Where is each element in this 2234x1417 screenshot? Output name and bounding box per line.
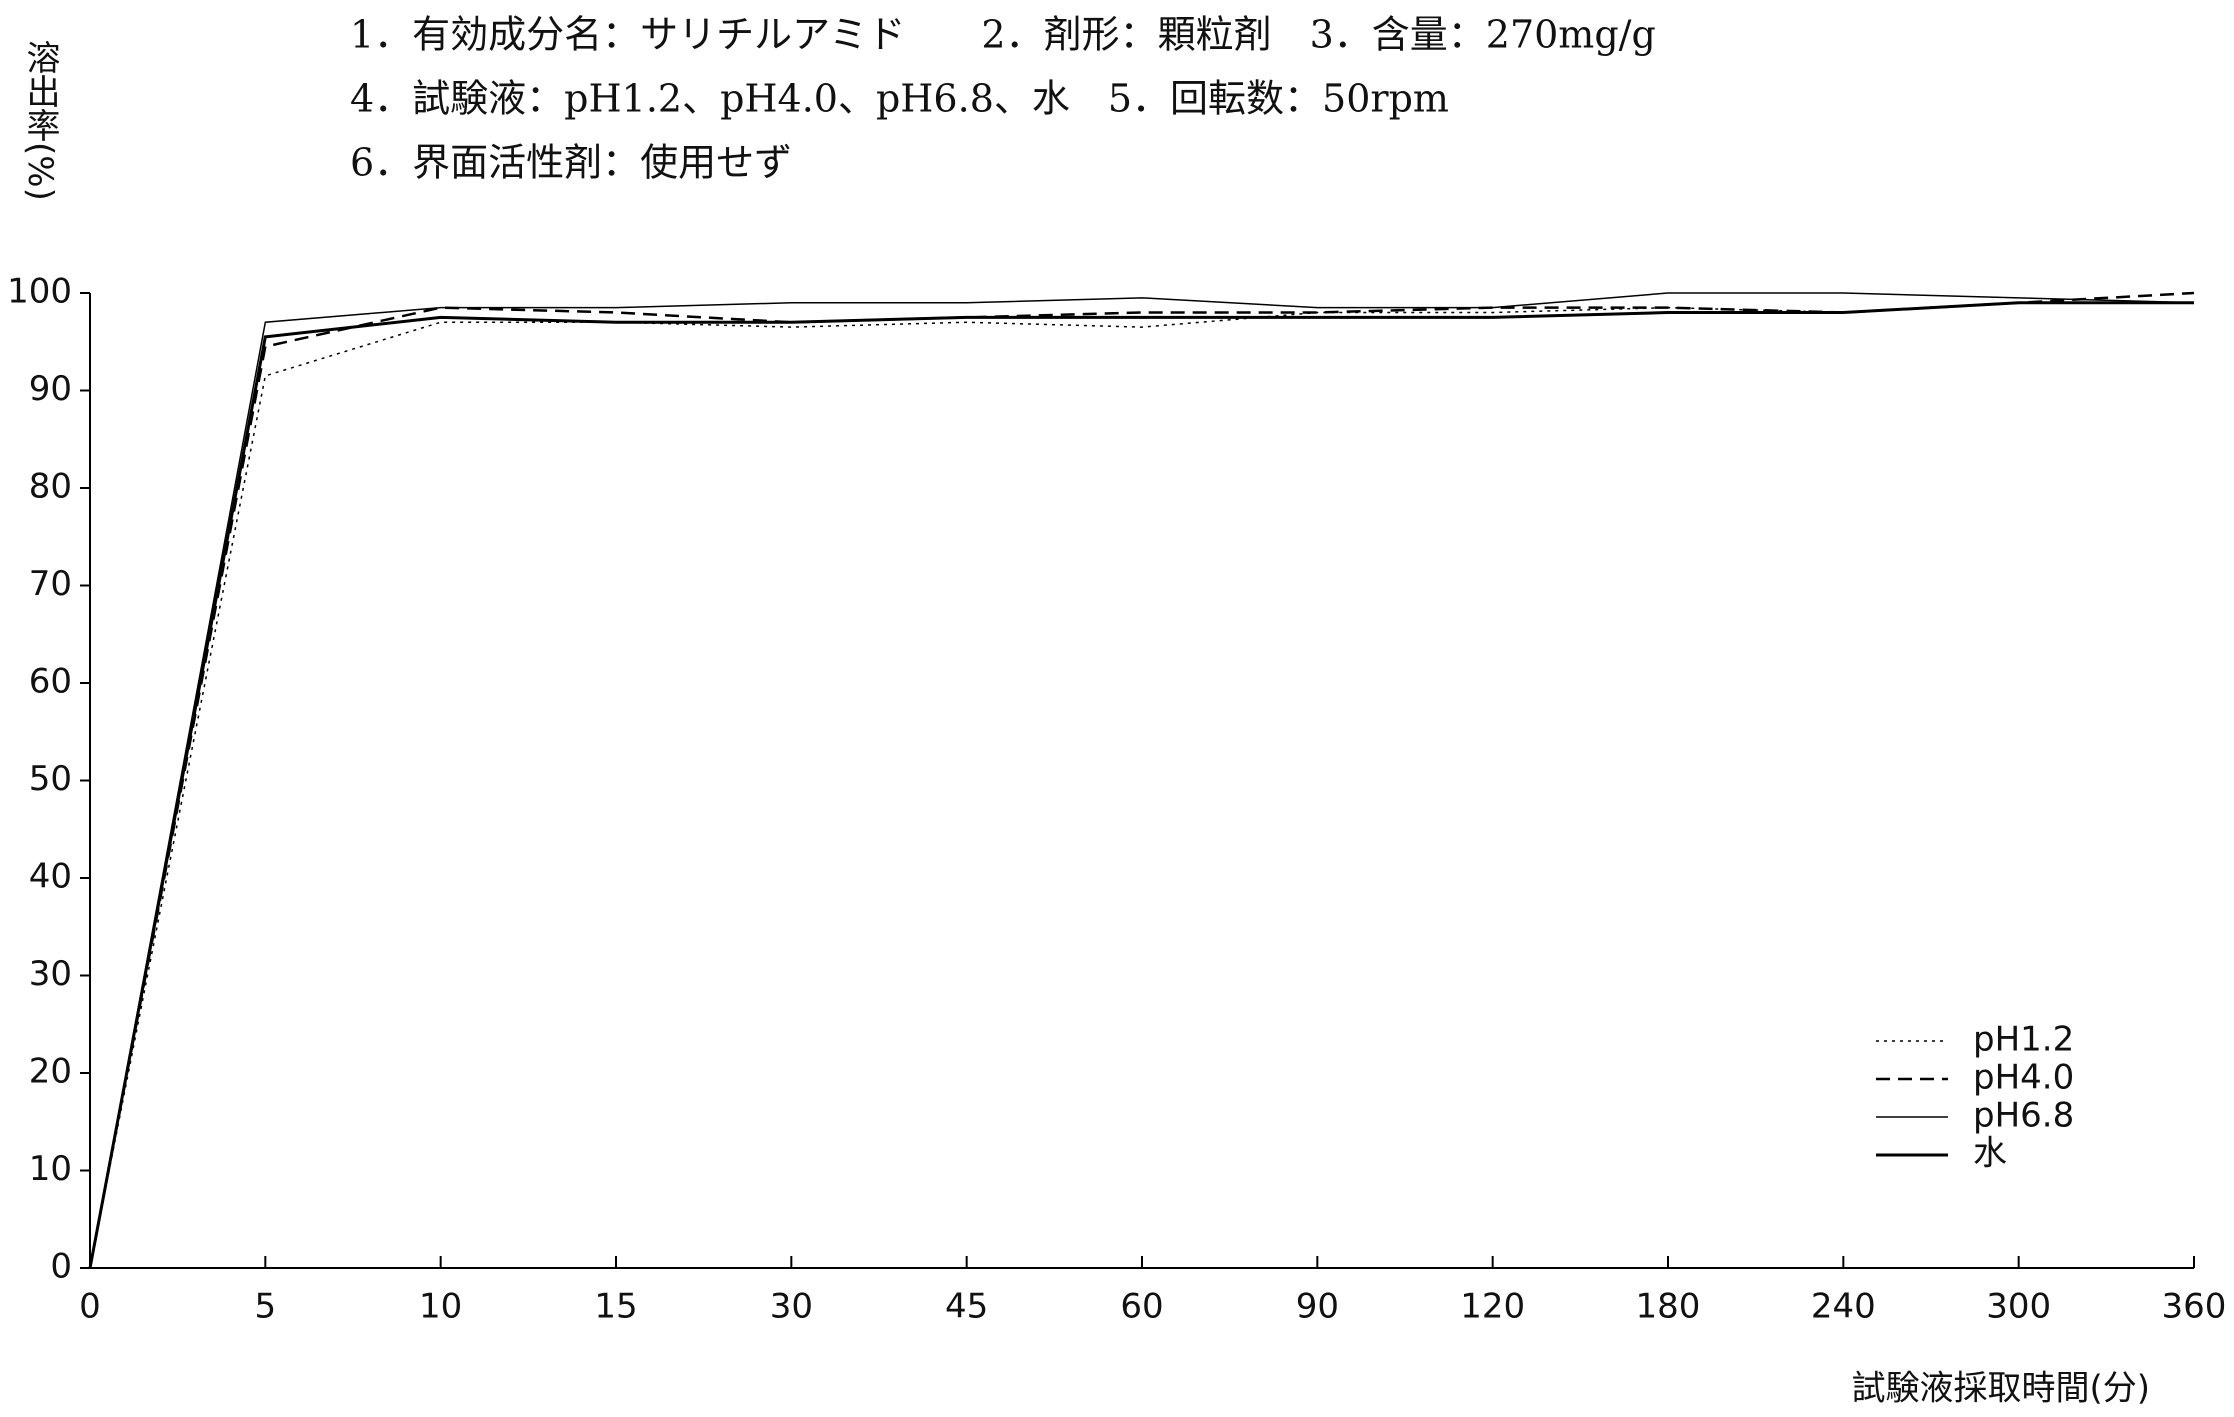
x-tick-label: 30 xyxy=(770,1287,813,1327)
y-tick-label: 90 xyxy=(29,369,72,409)
x-tick-label: 10 xyxy=(419,1287,462,1327)
y-axis-label: 溶出率(%) xyxy=(20,40,60,201)
x-tick-label: 300 xyxy=(1986,1287,2051,1327)
x-tick-label: 180 xyxy=(1636,1287,1701,1327)
legend-label: pH4.0 xyxy=(1973,1058,2074,1098)
x-tick-label: 0 xyxy=(79,1287,101,1327)
series-line xyxy=(89,292,2195,1269)
chart-title: 6．界面活性剤：使用せず xyxy=(350,141,792,185)
x-tick-label: 120 xyxy=(1460,1287,1525,1327)
chart-title: 4．試験液：pH1.2、pH4.0、pH6.8、水 5．回転数：50rpm xyxy=(350,77,1449,121)
y-tick-label: 70 xyxy=(29,564,72,604)
series-line xyxy=(88,301,2194,1269)
y-tick-label: 60 xyxy=(29,662,72,702)
x-tick-label: 45 xyxy=(945,1287,988,1327)
y-tick-label: 100 xyxy=(7,272,72,312)
x-axis-label: 試験液採取時間(分) xyxy=(1851,1369,2150,1409)
y-tick-label: 40 xyxy=(29,857,72,897)
y-tick-label: 50 xyxy=(29,759,72,799)
chart-title: 1．有効成分名：サリチルアミド 2．剤形：顆粒剤 3．含量：270mg/g xyxy=(350,13,1656,57)
x-tick-label: 360 xyxy=(2162,1287,2227,1327)
series-line xyxy=(88,291,2195,1269)
x-tick-label: 90 xyxy=(1296,1287,1339,1327)
y-tick-label: 0 xyxy=(50,1247,72,1287)
series-line xyxy=(89,302,2194,1269)
x-tick-label: 60 xyxy=(1120,1287,1163,1327)
y-tick-label: 80 xyxy=(29,467,72,507)
legend-label: 水 xyxy=(1973,1134,2007,1174)
x-tick-label: 240 xyxy=(1811,1287,1876,1327)
y-tick-label: 10 xyxy=(29,1149,72,1189)
x-tick-label: 15 xyxy=(594,1287,637,1327)
legend-label: pH1.2 xyxy=(1973,1020,2074,1060)
y-tick-label: 20 xyxy=(29,1052,72,1092)
y-tick-label: 30 xyxy=(29,954,72,994)
legend-label: pH6.8 xyxy=(1973,1096,2074,1136)
x-tick-label: 5 xyxy=(255,1287,277,1327)
